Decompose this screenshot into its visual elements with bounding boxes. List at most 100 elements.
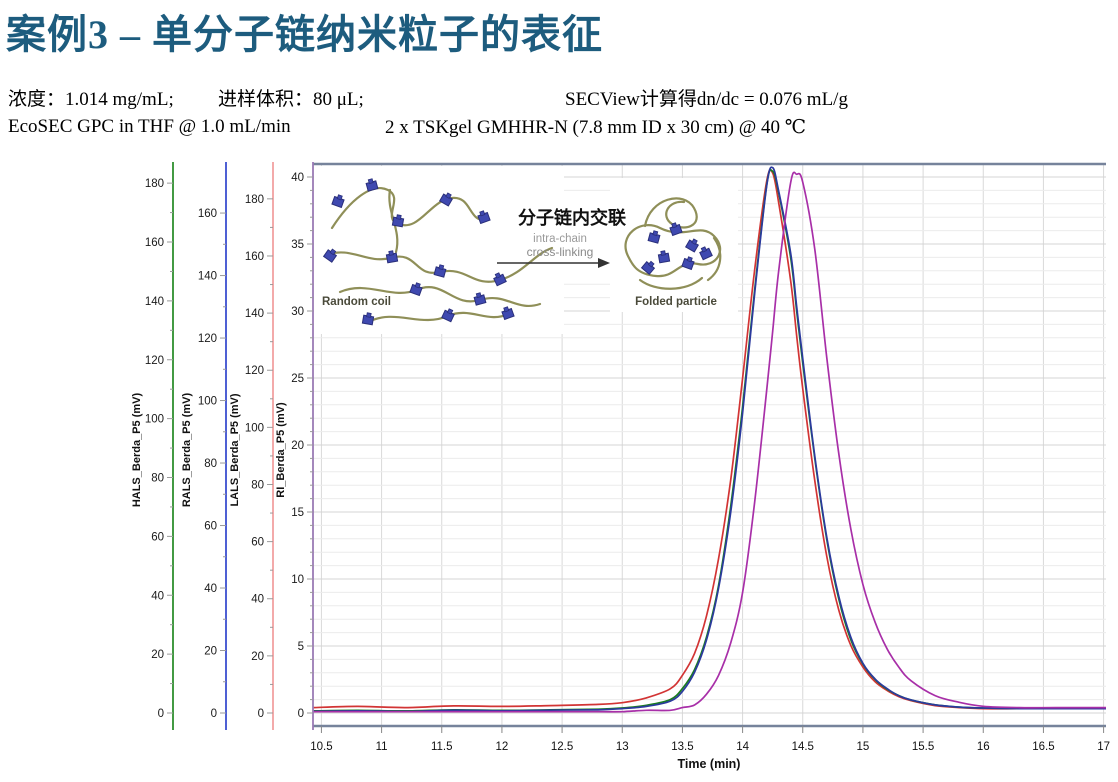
y-axis-HALS: 0 20 40 60 80 100 120 140 160 180 HALS_Berda_P5 (m…	[131, 162, 174, 730]
plot-frame	[313, 162, 1106, 728]
y-tick-label: 25	[291, 373, 304, 385]
y-axis-LALS: 0 20 40 60 80 100 120 140 160 180 LALS_Berda_P5 (m…	[229, 162, 274, 730]
monomer-block	[331, 194, 345, 209]
y-tick-label: 40	[251, 594, 264, 606]
y-tick-label: 120	[145, 355, 164, 367]
arrow-label-en1: intra-chain	[533, 233, 587, 245]
monomer-block	[699, 246, 713, 261]
y-tick-label: 0	[158, 708, 164, 720]
chromatogram-chart: 分子链内交联 intra-chain cross-linking Random …	[0, 160, 1118, 777]
y-axis-RI: 0 5 10 15 20 25 30 35 40 RI_Berda_P5 (mV)	[275, 162, 314, 730]
y-tick-label: 40	[151, 590, 164, 602]
info-concentration: 浓度：1.014 mg/mL;	[8, 89, 174, 110]
y-tick-label: 15	[291, 507, 304, 519]
x-tick-label: 14	[736, 741, 749, 753]
arrowhead-icon	[598, 258, 610, 268]
y-tick-label: 140	[245, 308, 264, 320]
y-tick-label: 40	[291, 172, 304, 184]
monomer-block	[441, 308, 455, 323]
monomer-block	[361, 312, 375, 326]
y-tick-label: 100	[198, 396, 217, 408]
random-coil-illustration	[322, 178, 554, 326]
y-tick-label: 20	[151, 649, 164, 661]
x-tick-label: 15	[857, 741, 870, 753]
y-tick-label: 20	[251, 651, 264, 663]
arrow-label-en2: cross-linking	[527, 245, 594, 259]
monomer-block	[477, 210, 491, 225]
x-axis: 10.5 11 11.5 12 12.5 13 13.5 14 14.5 15 15.5 16 16.5…	[310, 726, 1110, 753]
monomer-block	[640, 260, 656, 275]
y-tick-label: 60	[251, 537, 264, 549]
arrow-label-zh: 分子链内交联	[518, 207, 626, 228]
y-tick-label: 5	[298, 641, 304, 653]
y-tick-label: 120	[245, 365, 264, 377]
monomer-block	[684, 238, 700, 253]
monomer-block	[681, 256, 695, 271]
x-tick-label: 11	[376, 741, 388, 753]
y-tick-label: 180	[245, 194, 264, 206]
y-tick-label: 100	[145, 414, 164, 426]
cross-linking-arrow	[497, 258, 610, 268]
polymer-chain	[638, 276, 704, 290]
trace-RI_Berda_P5	[313, 171, 1106, 713]
info-injection-volume: 进样体积：80 μL;	[218, 89, 364, 110]
x-tick-label: 10.5	[310, 741, 332, 753]
x-tick-label: 12.5	[551, 741, 573, 753]
y-tick-label: 35	[291, 239, 304, 251]
x-tick-label: 15.5	[912, 741, 934, 753]
monomer-block	[391, 214, 405, 228]
monomer-block	[322, 248, 338, 263]
reaction-scheme-inset: 分子链内交联 intra-chain cross-linking Random …	[314, 166, 738, 334]
y-tick-label: 100	[245, 422, 264, 434]
y-tick-label: 80	[251, 479, 264, 491]
y-tick-label: 160	[145, 237, 164, 249]
monomer-block	[365, 178, 379, 192]
y-tick-label: 80	[204, 458, 217, 470]
monomer-block	[433, 264, 447, 278]
x-tick-label: 11.5	[431, 741, 453, 753]
y-tick-label: 160	[245, 251, 264, 263]
polymer-chain	[338, 286, 542, 307]
monomer-block	[669, 222, 683, 237]
y-tick-label: 20	[291, 440, 304, 452]
monomer-block	[501, 306, 515, 321]
info-column: 2 x TSKgel GMHHR-N (7.8 mm ID x 30 cm) @…	[385, 117, 807, 138]
y-tick-label: 180	[145, 178, 164, 190]
y-axis-title-HALS: HALS_Berda_P5 (mV)	[131, 393, 143, 508]
y-tick-label: 80	[151, 473, 164, 485]
monomer-block	[438, 192, 454, 207]
y-tick-label: 60	[204, 521, 217, 533]
y-tick-label: 120	[198, 333, 217, 345]
random-coil-label: Random coil	[322, 296, 391, 308]
page-title: 案例3 – 单分子链纳米粒子的表征	[6, 12, 603, 57]
polymer-chain	[706, 236, 722, 282]
monomer-block	[473, 292, 487, 306]
info-dndc: SECView计算得dn/dc = 0.076 mL/g	[565, 89, 848, 110]
y-axis-title-RI: RI_Berda_P5 (mV)	[275, 402, 287, 498]
folded-particle-label: Folded particle	[635, 296, 717, 308]
x-axis-title: Time (min)	[678, 757, 741, 771]
polymer-chain	[643, 197, 698, 229]
y-tick-label: 20	[204, 646, 217, 658]
y-tick-label: 140	[198, 271, 217, 283]
trace-RALS_Berda_P5	[313, 166, 1106, 713]
x-tick-label: 13	[616, 741, 629, 753]
monomer-block	[657, 250, 671, 264]
y-axis-title-LALS: LALS_Berda_P5 (mV)	[229, 393, 241, 506]
y-tick-label: 140	[145, 296, 164, 308]
monomer-block	[385, 250, 399, 264]
y-axis-title-RALS: RALS_Berda_P5 (mV)	[181, 393, 193, 508]
y-tick-label: 40	[204, 583, 217, 595]
y-tick-label: 0	[258, 708, 264, 720]
x-tick-label: 16.5	[1032, 741, 1054, 753]
monomer-block	[409, 282, 423, 297]
x-tick-label: 12	[496, 741, 509, 753]
folded-particle-illustration	[624, 197, 722, 290]
y-tick-label: 0	[211, 708, 217, 720]
x-tick-label: 13.5	[671, 741, 693, 753]
x-tick-label: 17	[1097, 741, 1110, 753]
y-tick-label: 160	[198, 208, 217, 220]
x-tick-label: 14.5	[792, 741, 814, 753]
y-tick-label: 60	[151, 531, 164, 543]
y-axes: 0 20 40 60 80 100 120 140 160 180 HALS_Berda_P5 (m…	[131, 162, 314, 730]
